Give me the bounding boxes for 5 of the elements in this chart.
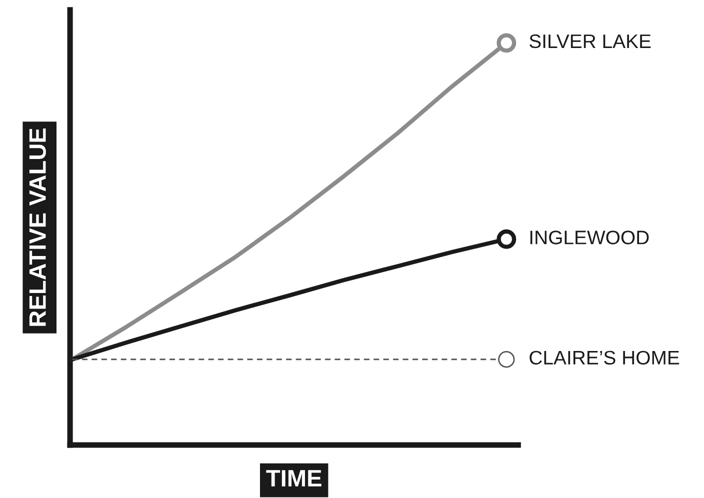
series-label: INGLEWOOD bbox=[530, 230, 649, 244]
y-axis-title: RELATIVE VALUE bbox=[29, 128, 46, 326]
series-label: SILVER LAKE bbox=[530, 34, 651, 48]
series-label: CLAIRE’S HOME bbox=[530, 350, 680, 365]
x-axis-title: TIME bbox=[266, 470, 322, 486]
